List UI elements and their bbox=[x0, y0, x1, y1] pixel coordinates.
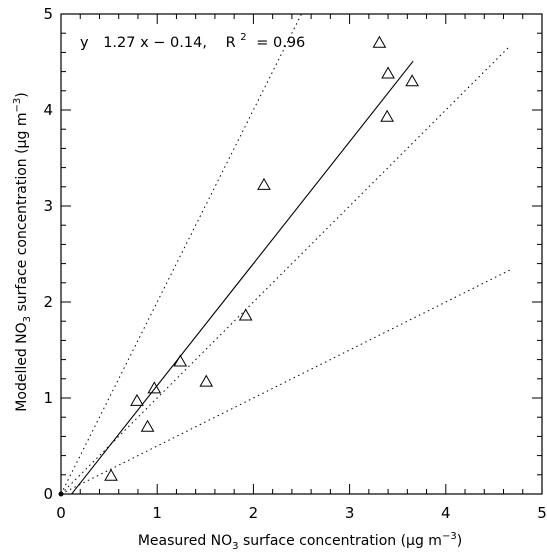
data-point-10 bbox=[381, 66, 395, 79]
y-tick-label: 5 bbox=[43, 5, 53, 23]
data-point-12 bbox=[380, 109, 394, 122]
reference-line-2 bbox=[60, 45, 511, 495]
data-point-7 bbox=[238, 308, 253, 321]
regression-line bbox=[71, 60, 414, 495]
y-tick-label: 4 bbox=[43, 101, 53, 119]
x-tick-label: 1 bbox=[152, 504, 162, 522]
x-axis-ticks: 0 1 2 3 4 5 bbox=[56, 14, 547, 522]
data-point-3 bbox=[140, 419, 155, 432]
data-points bbox=[58, 35, 419, 497]
data-point-6 bbox=[199, 374, 214, 387]
reference-lines bbox=[60, 13, 511, 495]
data-point-11 bbox=[405, 74, 419, 87]
r-squared-value: = 0.96 bbox=[256, 35, 305, 51]
y-tick-label: 1 bbox=[43, 389, 53, 407]
regression-line-group bbox=[71, 60, 414, 495]
equation-lhs: y bbox=[80, 35, 89, 51]
y-tick-label: 3 bbox=[43, 197, 53, 215]
data-point-1 bbox=[104, 468, 118, 481]
y-axis-ticks: 0 1 2 3 4 5 bbox=[43, 5, 542, 503]
x-tick-label: 5 bbox=[537, 504, 547, 522]
data-point-5 bbox=[173, 354, 188, 367]
r-squared-label: R bbox=[226, 35, 236, 51]
data-point-2 bbox=[130, 393, 144, 406]
y-tick-label: 2 bbox=[43, 293, 53, 311]
x-tick-label: 0 bbox=[56, 504, 66, 522]
data-point-8 bbox=[257, 177, 271, 190]
x-tick-label: 4 bbox=[441, 504, 451, 522]
y-tick-label: 0 bbox=[43, 485, 53, 503]
x-tick-label: 3 bbox=[345, 504, 355, 522]
r-squared-superscript: 2 bbox=[240, 32, 246, 43]
regression-equation: y 1.27 x − 0.14, R 2 = 0.96 bbox=[80, 28, 305, 51]
plot-frame bbox=[60, 13, 543, 495]
reference-line-3 bbox=[60, 269, 511, 495]
data-point-9 bbox=[372, 35, 387, 48]
x-tick-label: 2 bbox=[249, 504, 259, 522]
equation-rhs: 1.27 x − 0.14, bbox=[103, 35, 207, 51]
reference-line-1 bbox=[60, 13, 302, 495]
x-axis-label: Measured NO3 surface concentration (μg m… bbox=[138, 531, 462, 552]
y-axis-label: Modelled NO3 surface concentration (μg m… bbox=[12, 92, 33, 411]
data-point-4 bbox=[147, 381, 162, 394]
